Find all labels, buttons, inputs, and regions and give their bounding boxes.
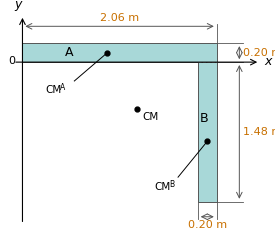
Text: 2.06 m: 2.06 m	[100, 13, 139, 23]
Text: A: A	[60, 83, 65, 92]
Text: y: y	[14, 0, 21, 11]
Text: x: x	[264, 55, 271, 68]
Text: CM: CM	[45, 85, 61, 95]
Bar	[198, 62, 217, 202]
Text: CM: CM	[142, 112, 158, 122]
Text: CM: CM	[155, 182, 171, 192]
Text: A: A	[65, 46, 74, 59]
Text: B: B	[169, 181, 174, 189]
Text: 0.20 m: 0.20 m	[243, 48, 275, 58]
Text: 1.48 m: 1.48 m	[243, 127, 275, 137]
Text: B: B	[200, 112, 209, 125]
Bar	[23, 43, 217, 62]
Text: 0.20 m: 0.20 m	[188, 220, 227, 230]
Text: 0: 0	[8, 56, 15, 66]
